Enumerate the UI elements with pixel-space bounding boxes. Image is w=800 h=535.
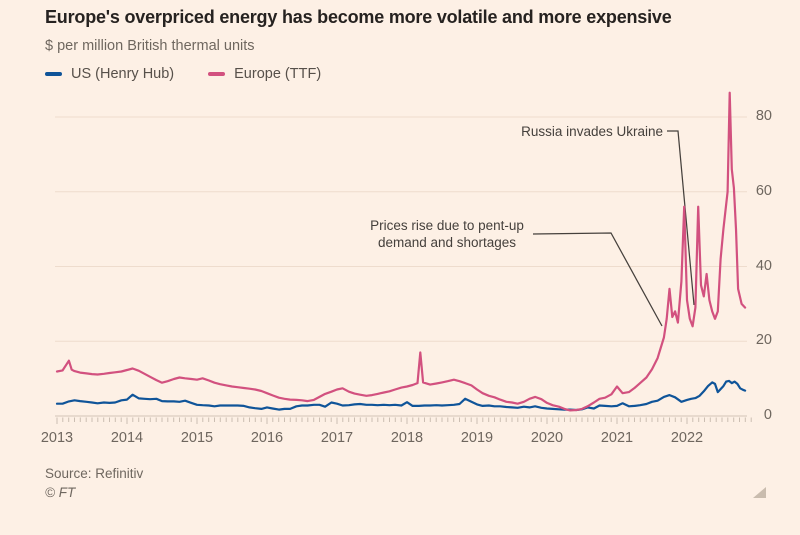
ft-copyright: © FT (45, 485, 76, 500)
chart-units-subtitle: $ per million British thermal units (45, 38, 255, 54)
series-line-us-henry-hub (55, 379, 747, 412)
y-axis-label-20: 20 (755, 332, 772, 349)
y-axis-label-80: 80 (755, 108, 772, 124)
y-axis-label-60: 60 (755, 182, 772, 199)
x-axis-label-2015: 2015 (180, 430, 214, 446)
legend-item-us-henry-hub: US (Henry Hub) (45, 66, 174, 82)
x-axis-label-2019: 2019 (460, 430, 494, 446)
legend-label-us: US (Henry Hub) (71, 66, 175, 82)
annotation-russia-invades-ukraine: Russia invades Ukraine (521, 124, 663, 139)
annotation-prices-line2: demand and shortages (377, 235, 517, 250)
leader-line-prices-rise (532, 232, 663, 327)
legend-item-europe-ttf: Europe (TTF) (208, 66, 321, 82)
x-axis-label-2022: 2022 (670, 430, 704, 446)
series-line-europe-ttf (55, 91, 747, 412)
legend-label-europe: Europe (TTF) (234, 66, 322, 82)
chart-title: Europe's overpriced energy has become mo… (45, 7, 672, 27)
x-axis-label-2013: 2013 (40, 430, 74, 446)
x-axis-label-2017: 2017 (320, 430, 354, 446)
x-axis-label-2014: 2014 (110, 430, 144, 446)
y-axis-label-40: 40 (755, 257, 772, 274)
leader-line-russia-invades-ukraine (667, 130, 695, 306)
source-credit: Source: Refinitiv (45, 466, 144, 481)
chart-legend: US (Henry Hub) Europe (TTF) (45, 66, 321, 82)
x-axis-label-2020: 2020 (530, 430, 564, 446)
us-line-swatch-icon (45, 72, 62, 76)
chart-resize-handle-icon[interactable] (753, 487, 766, 498)
x-axis-label-2021: 2021 (600, 430, 634, 446)
x-axis-label-2018: 2018 (390, 430, 424, 446)
y-axis-label-0: 0 (763, 407, 772, 423)
europe-line-swatch-icon (208, 72, 226, 76)
annotation-prices-line1: Prices rise due to pent-up (370, 218, 524, 233)
x-axis-label-2016: 2016 (250, 430, 284, 446)
annotation-prices-rise: Prices rise due to pent-up demand and sh… (362, 217, 532, 251)
